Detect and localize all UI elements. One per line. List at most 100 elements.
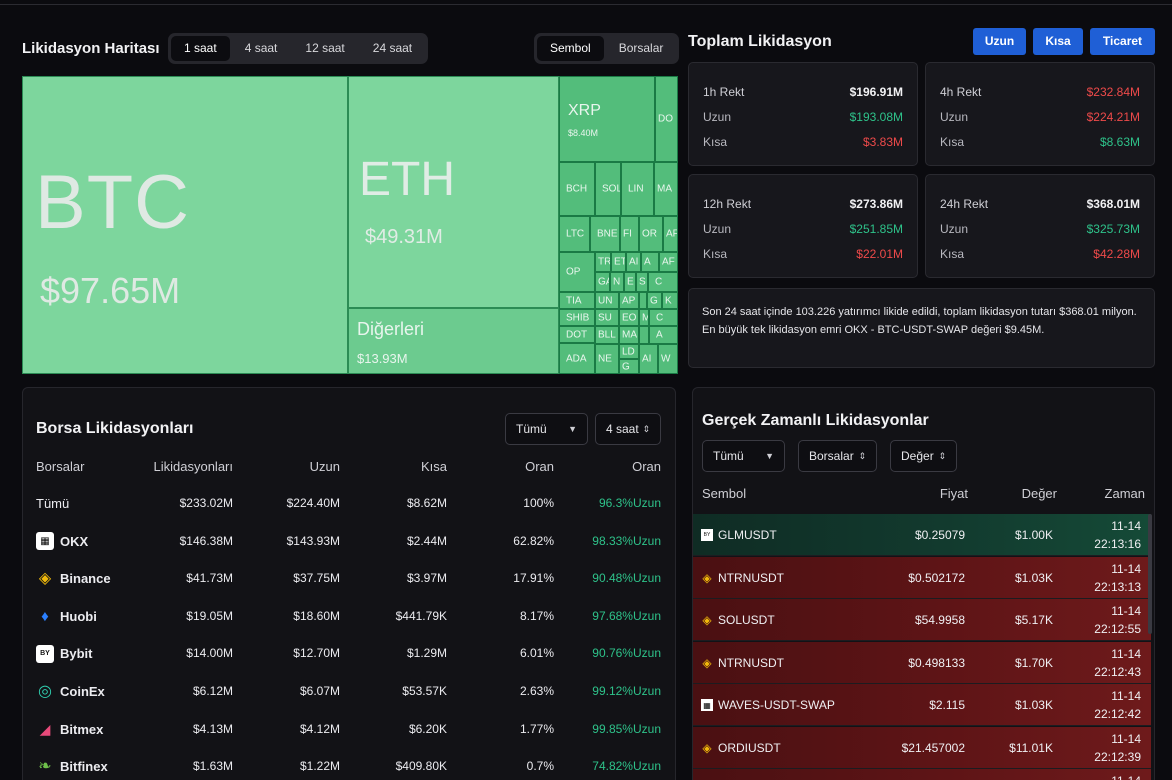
liquidation-row[interactable]: 11-14 <box>693 769 1151 780</box>
ratio-value: 1.77% <box>519 721 554 736</box>
tab-symbol[interactable]: Sembol <box>537 36 604 61</box>
realtime-scrollbar[interactable] <box>1148 514 1152 634</box>
exchange-filter-dropdown[interactable]: Tümü ▼ <box>505 413 588 445</box>
exchange-name: CoinEx <box>60 684 105 699</box>
exchange-row[interactable]: BY Bybit $14.00M $12.70M $1.29M 6.01% 90.76%Uz… <box>22 635 676 672</box>
realtime-filter-dropdown[interactable]: Tümü ▼ <box>702 440 785 472</box>
tile-small[interactable]: DO <box>655 76 678 162</box>
exchange-row[interactable]: ❧ Bitfinex $1.63M $1.22M $409.80K 0.7% 74.82%U… <box>22 748 676 780</box>
tile-small[interactable]: G <box>619 359 639 374</box>
tile-small[interactable]: AF <box>659 252 678 272</box>
tile-xrp[interactable]: XRP $8.40M <box>559 76 655 162</box>
tile-small[interactable]: ADA <box>559 343 595 374</box>
tile-small[interactable]: AI <box>626 252 641 272</box>
exchange-row[interactable]: Tümü $233.02M $224.40M $8.62M 100% 96.3%Uzun <box>22 485 676 522</box>
tile-btc[interactable]: BTC $97.65M <box>22 76 348 374</box>
realtime-exchange-select[interactable]: Borsalar ⇕ <box>798 440 877 472</box>
symbol-name: ORDIUSDT <box>718 740 781 755</box>
tile-small[interactable]: AI <box>639 344 658 374</box>
tile-small[interactable]: BCH <box>559 162 595 216</box>
exchange-row[interactable]: ▦ OKX $146.38M $143.93M $2.44M 62.82% 98.33%Uz… <box>22 523 676 560</box>
tile-small[interactable]: FI <box>620 216 639 252</box>
tile-small[interactable] <box>639 326 649 344</box>
tile-small[interactable]: OP <box>559 252 595 292</box>
liquidation-row[interactable]: ◈ ORDIUSDT $21.457002 $11.01K 11-14 22:12:39 <box>693 726 1151 769</box>
short-value: $22.01M <box>856 247 903 261</box>
liquidation-row[interactable]: ◈ SOLUSDT $54.9958 $5.17K 11-14 22:12:55 <box>693 599 1151 641</box>
long-value: $1.22M <box>299 759 340 774</box>
exchange-row[interactable]: ◈ Binance $41.73M $37.75M $3.97M 17.91% 90.48%… <box>22 560 676 597</box>
liquidation-row[interactable]: ◈ NTRNUSDT $0.502172 $1.03K 11-14 22:13:13 <box>693 556 1151 599</box>
tile-small[interactable]: SOL <box>595 162 621 216</box>
realtime-value-select[interactable]: Değer ⇕ <box>890 440 957 472</box>
tile-small-symbol: OP <box>566 266 581 278</box>
liquidation-row[interactable]: ◈ NTRNUSDT $0.498133 $1.70K 11-14 22:12:43 <box>693 641 1151 684</box>
huobi-icon: ♦ <box>41 607 49 625</box>
total-liquidation-title: Toplam Likidasyon <box>688 33 832 50</box>
exchange-row[interactable]: ♦ Huobi $19.05M $18.60M $441.79K 8.17% 97.68%U… <box>22 598 676 635</box>
exchange-row[interactable]: ◢ Bitmex $4.13M $4.12M $6.20K 1.77% 99.85%Uzun <box>22 711 676 748</box>
liquidation-row[interactable]: BY GLMUSDT $0.25079 $1.00K 11-14 22:13:16 <box>693 514 1151 556</box>
tile-others[interactable]: Diğerleri $13.93M <box>348 308 559 374</box>
tile-small[interactable]: OR <box>639 216 663 252</box>
tile-small[interactable]: EO <box>619 309 639 326</box>
long-label: Uzun <box>940 110 969 124</box>
tab-24-hours[interactable]: 24 saat <box>372 41 413 55</box>
tile-small[interactable]: MA <box>654 162 678 216</box>
card-12h-rekt: 12h Rekt $273.86M Uzun $251.85M Kısa $22.01… <box>688 174 918 278</box>
exchange-period-select[interactable]: 4 saat ⇕ <box>595 413 661 445</box>
tile-small[interactable]: BNE <box>590 216 620 252</box>
tile-small[interactable]: ET <box>611 252 626 272</box>
tile-small[interactable]: GA <box>595 272 610 292</box>
short-button[interactable]: Kısa <box>1033 28 1083 55</box>
tile-small[interactable]: UN <box>595 292 619 309</box>
exchange-row[interactable]: ◎ CoinEx $6.12M $6.07M $53.57K 2.63% 99.12%Uzu… <box>22 673 676 710</box>
tile-small[interactable]: TIA <box>559 292 595 309</box>
date-value: 11-14 <box>1111 772 1141 780</box>
tile-small[interactable]: K <box>662 292 678 309</box>
tile-small[interactable]: C <box>648 272 678 292</box>
tile-small[interactable]: LIN <box>621 162 654 216</box>
summary-line-1: Son 24 saat içinde 103.226 yatırımcı lik… <box>702 306 1137 318</box>
tile-small[interactable]: SHIB <box>559 309 595 326</box>
long-value: $224.40M <box>286 496 340 510</box>
tile-small[interactable]: S <box>636 272 648 292</box>
tab-4-hours[interactable]: 4 saat <box>244 41 278 55</box>
tile-small[interactable] <box>639 292 647 309</box>
tile-small[interactable]: LTC <box>559 216 590 252</box>
short-label: Kısa <box>703 135 728 149</box>
symbol-cell: BY GLMUSDT <box>701 528 777 542</box>
tab-12-hours[interactable]: 12 saat <box>305 41 345 55</box>
trade-button[interactable]: Ticaret <box>1090 28 1155 55</box>
tile-small[interactable]: SU <box>595 309 619 326</box>
tile-small[interactable]: M <box>639 309 649 326</box>
tile-small[interactable]: N <box>610 272 624 292</box>
tile-small[interactable]: G <box>647 292 662 309</box>
tile-eth[interactable]: ETH $49.31M <box>348 76 559 308</box>
tile-small[interactable]: MA <box>619 326 639 344</box>
short-value: $8.62M <box>406 496 447 510</box>
tile-small[interactable]: AF <box>663 216 678 252</box>
tile-small[interactable]: BLL <box>595 326 619 344</box>
tile-small[interactable]: W <box>658 344 678 374</box>
tile-small[interactable]: C <box>649 309 678 326</box>
tile-small-symbol: EO <box>622 312 637 323</box>
ratio-value: 0.7% <box>526 759 554 774</box>
tile-small[interactable]: NE <box>595 344 619 374</box>
tile-small[interactable]: AP <box>619 292 639 309</box>
liquidation-row[interactable]: ▦ WAVES-USDT-SWAP $2.115 $1.03K 11-14 22:12:4… <box>693 684 1151 726</box>
long-button[interactable]: Uzun <box>973 28 1026 55</box>
tile-small[interactable]: E <box>624 272 636 292</box>
tile-small[interactable]: DOT <box>559 326 595 343</box>
tile-small[interactable]: A <box>641 252 659 272</box>
tab-1-hour[interactable]: 1 saat <box>171 36 230 61</box>
liquidations-value: $41.73M <box>186 571 233 586</box>
tile-small[interactable]: LD <box>619 344 639 359</box>
tile-small[interactable]: TR <box>595 252 611 272</box>
card-total: $196.91M <box>849 85 903 99</box>
ratio-value: 62.82% <box>513 533 554 548</box>
tile-small[interactable]: A <box>649 326 678 344</box>
tile-small-symbol: W <box>661 353 671 365</box>
long-label: Uzun <box>703 110 732 124</box>
tab-exchanges[interactable]: Borsalar <box>618 41 664 55</box>
